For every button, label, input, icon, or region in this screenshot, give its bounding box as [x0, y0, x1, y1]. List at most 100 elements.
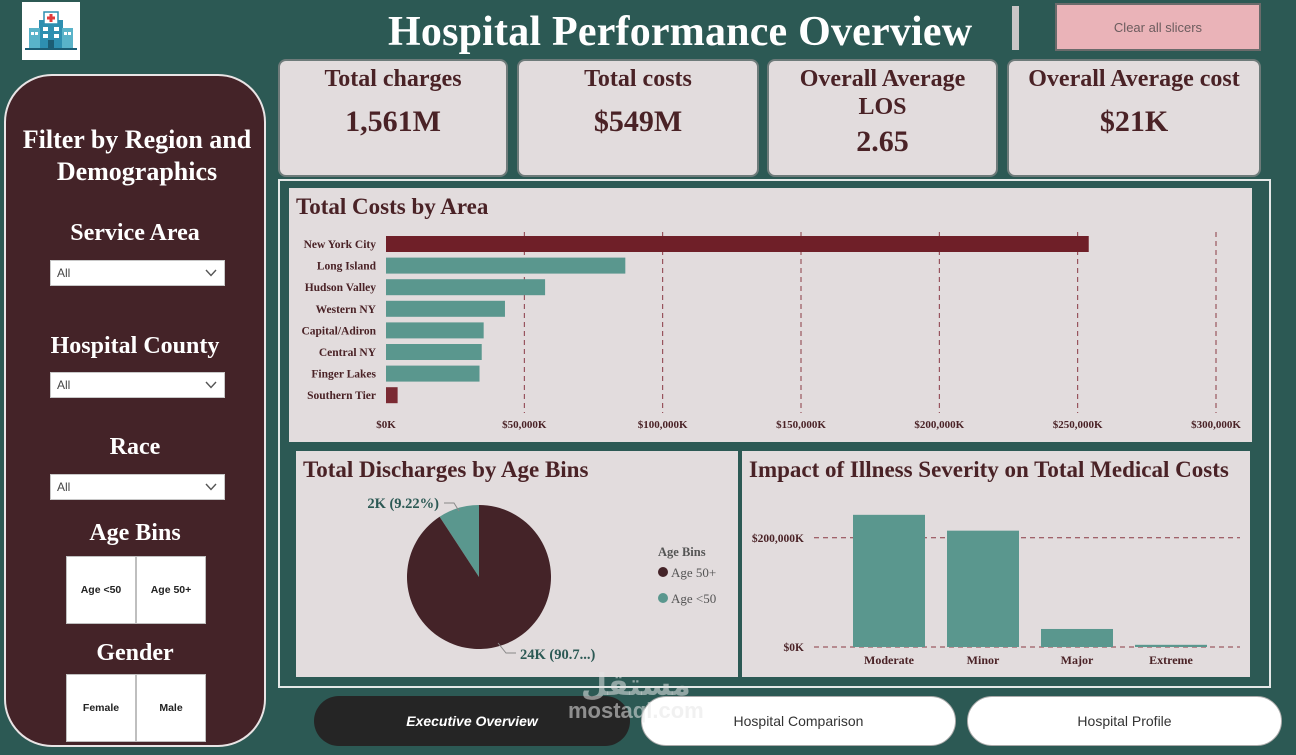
slice-data-label: 24K (90.7...): [520, 647, 595, 663]
kpi-value: 1,561M: [345, 105, 441, 138]
x-category-label: Moderate: [864, 653, 915, 667]
page-title: Hospital Performance Overview: [388, 9, 973, 55]
kpi-average-los: Overall Average LOS 2.65: [767, 59, 998, 177]
bar: [386, 365, 480, 382]
bar: [386, 387, 398, 404]
hospital-icon: [25, 11, 77, 50]
race-value: All: [57, 480, 71, 494]
hospital-county-label: Hospital County: [50, 333, 220, 359]
x-tick-label: $300,000K: [1191, 419, 1241, 431]
x-tick-label: $100,000K: [638, 419, 688, 431]
y-category-label: Finger Lakes: [311, 369, 376, 381]
x-tick-label: $150,000K: [776, 419, 826, 431]
watermark-latin: mostaql.com: [568, 698, 704, 723]
label-leader: [497, 642, 516, 654]
x-tick-label: $250,000K: [1053, 419, 1103, 431]
filter-sidebar: Filter by Region and Demographics Servic…: [4, 74, 266, 747]
tab-hospital-comparison[interactable]: Hospital Comparison: [641, 696, 956, 746]
age-under-50-tile[interactable]: Age <50: [66, 556, 136, 624]
y-category-label: Capital/Adiron: [301, 325, 376, 337]
age-50-plus-tile[interactable]: Age 50+: [136, 556, 206, 624]
legend-marker: [658, 567, 668, 577]
slice-data-label: 2K (9.22%): [367, 496, 439, 512]
kpi-average-cost: Overall Average cost $21K: [1007, 59, 1261, 177]
bar: [386, 344, 482, 360]
legend-marker: [658, 593, 668, 603]
y-category-label: Hudson Valley: [305, 282, 377, 294]
label-leader: [444, 502, 460, 512]
tab-label: Executive Overview: [406, 713, 538, 729]
kpi-label: Overall Average LOS: [799, 66, 966, 120]
y-category-label: Central NY: [319, 347, 377, 359]
chevron-down-icon: [205, 483, 217, 491]
y-tick-label: $0K: [784, 641, 805, 654]
chart-title: Total Discharges by Age Bins: [303, 457, 589, 482]
tab-executive-overview[interactable]: Executive Overview: [314, 696, 630, 746]
x-category-label: Major: [1061, 653, 1094, 667]
kpi-label: Total costs: [584, 66, 692, 92]
service-area-value: All: [57, 266, 71, 280]
discharges-by-age-chart: 2K (9.22%) 24K (90.7...) Age Bins Age 50+ Ag…: [367, 496, 716, 663]
hospital-county-value: All: [57, 378, 71, 392]
y-tick-label: $200,000K: [752, 532, 804, 545]
x-tick-label: $0K: [376, 419, 396, 431]
bar: [947, 530, 1019, 647]
service-area-dropdown[interactable]: All: [50, 260, 225, 286]
y-category-label: Western NY: [316, 304, 377, 316]
bar: [386, 279, 546, 296]
watermark-arabic: مستقل: [580, 669, 691, 702]
x-category-label: Minor: [967, 653, 1000, 667]
severity-costs-panel: Impact of Illness Severity on Total Medi…: [742, 451, 1250, 677]
kpi-total-costs: Total costs $549M: [517, 59, 759, 177]
watermark: مستقل mostaql.com: [568, 669, 704, 723]
bar: [386, 322, 484, 339]
chevron-down-icon: [205, 381, 217, 389]
chart-title: Impact of Illness Severity on Total Medi…: [749, 457, 1229, 482]
costs-by-area-chart: $0K $50,000K $100,000K $150,000K $200,000K $2…: [301, 232, 1241, 431]
title-divider: [1012, 6, 1019, 50]
x-tick-label: $50,000K: [502, 419, 547, 431]
clear-slicers-button[interactable]: Clear all slicers: [1055, 3, 1261, 51]
race-dropdown[interactable]: All: [50, 474, 225, 500]
bar: [386, 300, 505, 317]
pie-slice: [407, 505, 551, 649]
severity-costs-chart: $0K $200,000K Moderate Minor Major Extreme: [752, 514, 1240, 667]
kpi-value: $21K: [1099, 105, 1169, 138]
y-category-label: Southern Tier: [307, 390, 376, 402]
y-category-label: Long Island: [317, 261, 377, 273]
bar: [386, 257, 626, 274]
pie-slice: [439, 505, 479, 577]
kpi-label: Overall Average cost: [1028, 66, 1240, 92]
hospital-county-dropdown[interactable]: All: [50, 372, 225, 398]
sidebar-title: Filter by Region and Demographics: [22, 125, 252, 186]
gender-male-tile[interactable]: Male: [136, 674, 206, 742]
legend-entry: Age 50+: [671, 565, 716, 580]
gender-label: Gender: [96, 640, 174, 666]
service-area-label: Service Area: [70, 220, 200, 246]
discharges-by-age-panel: Total Discharges by Age Bins 2K (9.22%) 2…: [296, 451, 738, 677]
logo: [22, 2, 80, 60]
age-bins-slicer: Age <50 Age 50+: [66, 556, 206, 624]
legend-title: Age Bins: [658, 545, 706, 559]
chart-title: Total Costs by Area: [296, 194, 489, 219]
kpi-total-charges: Total charges 1,561M: [278, 59, 508, 177]
charts-frame: Total Costs by Area $0K $50,000K $100,000K…: [278, 179, 1271, 688]
bar: [386, 236, 1089, 252]
tab-hospital-profile[interactable]: Hospital Profile: [967, 696, 1282, 746]
legend-entry: Age <50: [671, 591, 716, 606]
bar: [853, 514, 925, 647]
chevron-down-icon: [205, 269, 217, 277]
age-bins-label: Age Bins: [89, 520, 181, 546]
bar: [1135, 644, 1207, 647]
race-label: Race: [109, 434, 161, 460]
kpi-label: Total charges: [324, 66, 462, 92]
gender-female-tile[interactable]: Female: [66, 674, 136, 742]
gender-slicer: Female Male: [66, 674, 206, 742]
costs-by-area-panel: Total Costs by Area $0K $50,000K $100,000K…: [289, 188, 1252, 442]
x-tick-label: $200,000K: [914, 419, 964, 431]
y-category-label: New York City: [304, 239, 377, 251]
bar: [1041, 628, 1113, 647]
kpi-value: $549M: [593, 105, 683, 138]
x-category-label: Extreme: [1149, 653, 1193, 667]
kpi-value: 2.65: [856, 125, 909, 158]
